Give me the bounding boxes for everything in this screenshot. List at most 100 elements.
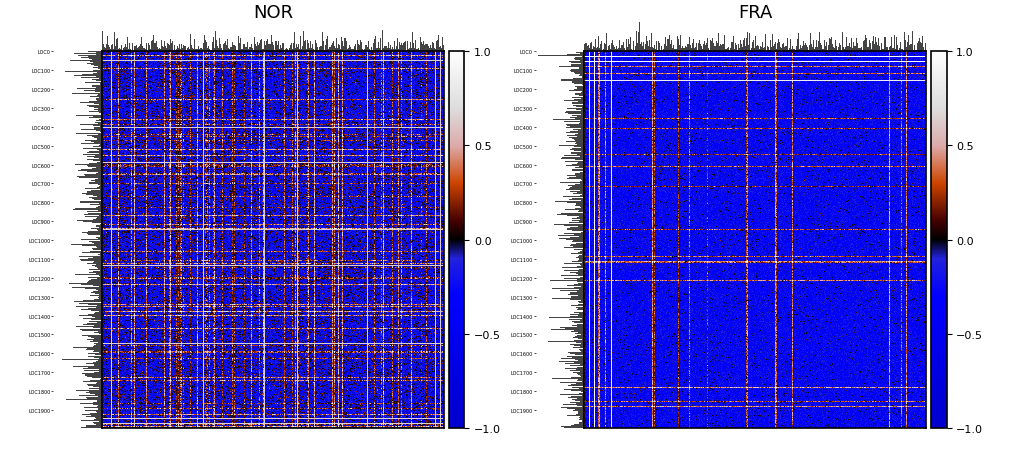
Bar — [583, 200, 584, 201]
Bar — [99, 215, 102, 216]
Bar — [88, 167, 102, 168]
Bar — [575, 222, 584, 223]
Bar — [566, 125, 584, 126]
Bar — [577, 311, 584, 312]
Bar — [582, 403, 584, 404]
Bar — [582, 276, 584, 277]
Bar — [583, 256, 584, 257]
Bar — [574, 424, 584, 425]
Bar — [582, 349, 584, 350]
Bar — [73, 210, 102, 211]
Bar — [583, 198, 584, 199]
Bar — [83, 193, 102, 194]
Bar — [581, 287, 584, 288]
Bar — [101, 378, 102, 379]
Bar — [576, 281, 584, 282]
Bar — [573, 337, 584, 338]
Bar — [79, 219, 102, 220]
Bar — [580, 364, 584, 365]
Bar — [581, 188, 584, 189]
Bar — [70, 61, 102, 62]
Bar — [98, 109, 102, 110]
Bar — [82, 420, 102, 421]
Bar — [75, 275, 102, 276]
Bar — [583, 386, 584, 387]
Bar — [579, 321, 584, 322]
Bar — [86, 296, 102, 297]
Bar — [83, 252, 102, 253]
Bar — [91, 286, 102, 287]
Bar — [572, 171, 584, 172]
Bar — [570, 203, 584, 204]
Bar — [100, 328, 102, 329]
Bar — [580, 194, 584, 195]
Bar — [574, 90, 584, 91]
Bar — [84, 221, 102, 222]
Bar — [576, 182, 584, 183]
Bar — [100, 235, 102, 236]
Bar — [89, 112, 102, 113]
Bar — [89, 118, 102, 119]
Bar — [97, 200, 102, 201]
Bar — [575, 95, 584, 96]
Bar — [579, 260, 584, 261]
Bar — [97, 248, 102, 249]
Bar — [580, 401, 584, 402]
Bar — [561, 163, 584, 164]
Bar — [87, 324, 102, 325]
Bar — [572, 399, 584, 400]
Bar — [72, 317, 102, 318]
Bar — [98, 396, 102, 397]
Bar — [85, 191, 102, 192]
Bar — [561, 267, 584, 268]
Bar — [572, 242, 584, 243]
Bar — [569, 353, 584, 354]
Bar — [570, 268, 584, 269]
Bar — [581, 406, 584, 407]
Bar — [98, 207, 102, 208]
Bar — [82, 373, 102, 374]
Bar — [100, 255, 102, 256]
Bar — [96, 273, 102, 274]
Bar — [576, 414, 584, 415]
Bar — [579, 74, 584, 75]
Bar — [89, 308, 102, 309]
Bar — [85, 256, 102, 257]
Bar — [95, 180, 102, 181]
Bar — [84, 277, 102, 278]
Bar — [582, 232, 584, 233]
Bar — [576, 405, 584, 406]
Bar — [90, 341, 102, 342]
Bar — [100, 243, 102, 244]
Bar — [569, 245, 584, 246]
Bar — [583, 310, 584, 311]
Bar — [100, 379, 102, 380]
Bar — [89, 62, 102, 63]
Bar — [101, 122, 102, 123]
Bar — [97, 140, 102, 141]
Bar — [73, 76, 102, 77]
Bar — [65, 72, 102, 73]
Bar — [558, 235, 584, 236]
Bar — [582, 392, 584, 393]
Bar — [95, 354, 102, 355]
Bar — [553, 111, 584, 112]
Bar — [574, 228, 584, 229]
Bar — [572, 325, 584, 326]
Bar — [579, 393, 584, 394]
Bar — [94, 244, 102, 245]
Bar — [90, 205, 102, 206]
Bar — [581, 180, 584, 181]
Bar — [560, 159, 584, 160]
Bar — [96, 126, 102, 127]
Bar — [577, 315, 584, 316]
Bar — [99, 387, 102, 388]
Bar — [77, 55, 102, 56]
Bar — [89, 302, 102, 303]
Bar — [580, 271, 584, 272]
Bar — [90, 283, 102, 284]
Bar — [580, 201, 584, 202]
Bar — [101, 251, 102, 252]
Bar — [580, 416, 584, 417]
Bar — [575, 177, 584, 178]
